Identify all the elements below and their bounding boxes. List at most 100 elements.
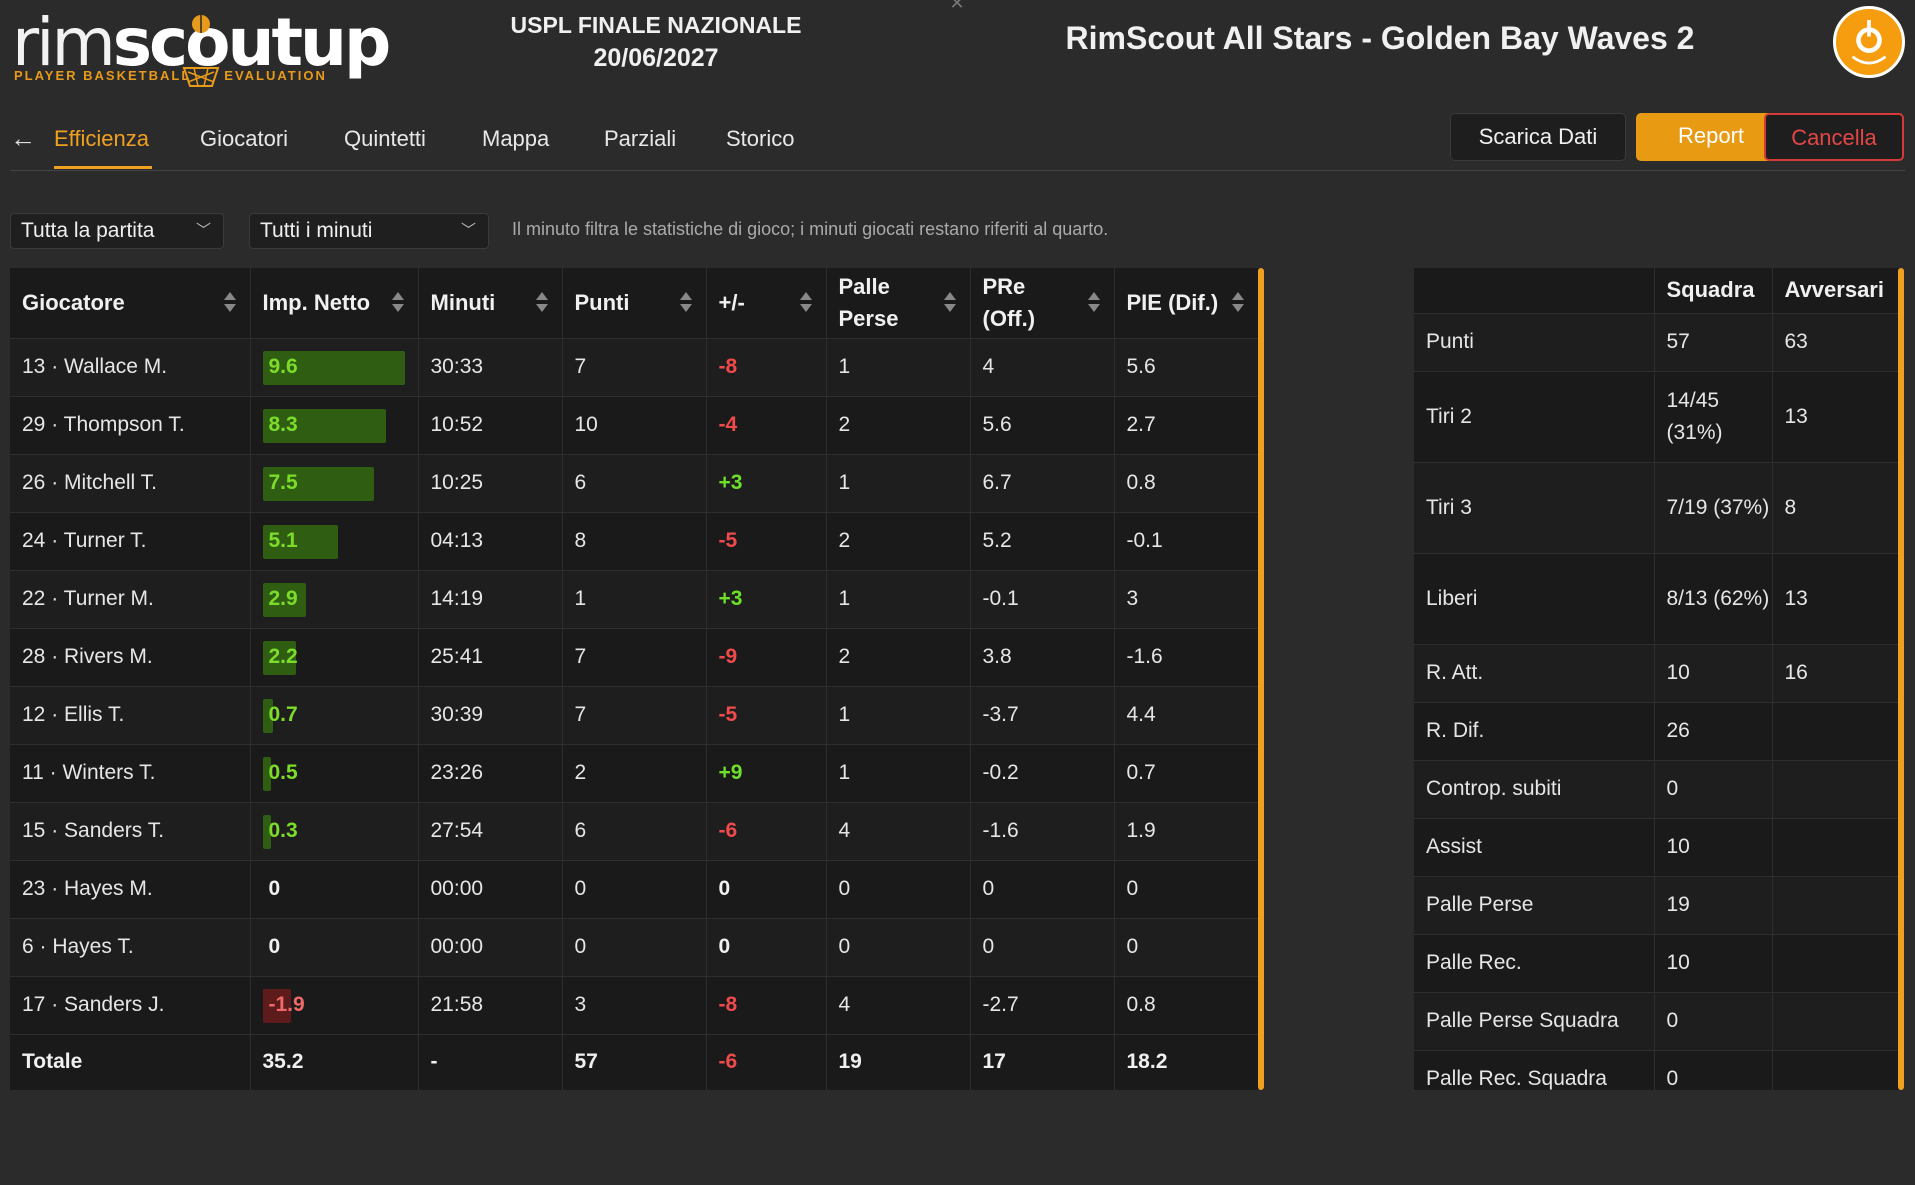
table-row[interactable]: 11 · Winters T. 0.5 23:26 2 +9 1 -0.2 0.7 (10, 744, 1259, 803)
imp-netto-cell: 2.9 (250, 570, 419, 629)
minutes: 25:41 (418, 628, 563, 687)
pre-off: 3.8 (970, 628, 1115, 687)
report-button[interactable]: Report (1636, 113, 1786, 161)
table-row[interactable]: 17 · Sanders J. -1.9 21:58 3 -8 4 -2.7 0.8 (10, 976, 1259, 1035)
turnovers: 2 (826, 628, 971, 687)
team-stats-header-squadra: Squadra (1654, 268, 1773, 314)
imp-netto-cell: 5.1 (250, 512, 419, 571)
match-title: RimScout All Stars - Golden Bay Waves 2 (1065, 20, 1695, 56)
stat-label: Palle Perse Squadra (1414, 992, 1655, 1051)
col-header-pre-off[interactable]: PRe (Off.) (970, 268, 1115, 339)
team-stats-row: Palle Perse 19 (1414, 876, 1900, 935)
plus-minus: -6 (706, 802, 827, 861)
team-stats-header-avversari: Avversari (1772, 268, 1900, 314)
sort-icon (1087, 292, 1100, 314)
pre-off: 4 (970, 338, 1115, 397)
col-header-label: Imp. Netto (262, 289, 371, 315)
table-row[interactable]: 6 · Hayes T. 0 00:00 0 0 0 0 0 (10, 918, 1259, 977)
table-scrollbar[interactable] (1258, 268, 1264, 1090)
team-stats-row: Liberi 8/13 (62%) 13 (1414, 553, 1900, 645)
col-header-plus-minus[interactable]: +/- (706, 268, 827, 339)
stat-label: Palle Rec. Squadra (1414, 1050, 1655, 1090)
cancel-button[interactable]: Cancella (1764, 113, 1904, 161)
total-pts: 57 (562, 1034, 707, 1090)
table-row[interactable]: 13 · Wallace M. 9.6 30:33 7 -8 1 4 5.6 (10, 338, 1259, 397)
minutes: 30:39 (418, 686, 563, 745)
col-header-palle-perse[interactable]: Palle Perse (826, 268, 971, 339)
minutes-select[interactable]: Tutti i minuti ﹀ (249, 213, 489, 249)
turnovers: 1 (826, 686, 971, 745)
tab-mappa[interactable]: Mappa (482, 126, 550, 151)
col-header-imp-netto[interactable]: Imp. Netto (250, 268, 419, 339)
minutes: 27:54 (418, 802, 563, 861)
chevron-down-icon: ﹀ (195, 222, 211, 239)
turnovers: 2 (826, 396, 971, 455)
table-row[interactable]: 15 · Sanders T. 0.3 27:54 6 -6 4 -1.6 1.9 (10, 802, 1259, 861)
col-header-label: +/- (718, 289, 745, 315)
player-name: 6 · Hayes T. (10, 918, 251, 977)
pie-dif: 0.7 (1114, 744, 1259, 803)
download-data-button[interactable]: Scarica Dati (1450, 113, 1626, 161)
player-name: 28 · Rivers M. (10, 628, 251, 687)
imp-netto-bar (262, 756, 271, 791)
points: 8 (562, 512, 707, 571)
col-header-punti[interactable]: Punti (562, 268, 707, 339)
player-name: 23 · Hayes M. (10, 860, 251, 919)
table-row[interactable]: 23 · Hayes M. 0 00:00 0 0 0 0 0 (10, 860, 1259, 919)
imp-netto-value: 9.6 (268, 355, 298, 378)
col-header-pie-dif[interactable]: PIE (Dif.) (1114, 268, 1259, 339)
filter-note: Il minuto filtra le statistiche di gioco… (512, 219, 1109, 239)
opponent-value (1772, 760, 1900, 819)
period-select[interactable]: Tutta la partita ﹀ (10, 213, 224, 249)
col-header-minuti[interactable]: Minuti (418, 268, 563, 339)
back-arrow-icon[interactable]: ← (10, 123, 36, 153)
imp-netto-cell: 8.3 (250, 396, 419, 455)
table-row[interactable]: 26 · Mitchell T. 7.5 10:25 6 +3 1 6.7 0.8 (10, 454, 1259, 513)
tab-storico[interactable]: Storico (726, 126, 795, 151)
pre-off: 0 (970, 860, 1115, 919)
sort-icon (535, 292, 548, 314)
table-row[interactable]: 22 · Turner M. 2.9 14:19 1 +3 1 -0.1 3 (10, 570, 1259, 629)
imp-netto-value: 5.1 (268, 529, 298, 552)
turnovers: 4 (826, 802, 971, 861)
sort-icon (391, 292, 404, 314)
plus-minus: +3 (706, 570, 827, 629)
opponent-value: 63 (1772, 313, 1900, 372)
imp-netto-value: -1.9 (268, 993, 305, 1016)
pie-dif: 0 (1114, 918, 1259, 977)
team-value: 19 (1654, 876, 1773, 935)
user-avatar-icon[interactable] (1833, 6, 1905, 78)
stat-label: R. Dif. (1414, 702, 1655, 761)
close-icon[interactable]: ✕ (949, 0, 965, 13)
points: 1 (562, 570, 707, 629)
opponent-value (1772, 702, 1900, 761)
imp-netto-cell: 9.6 (250, 338, 419, 397)
pre-off: -1.6 (970, 802, 1115, 861)
tab-parziali[interactable]: Parziali (604, 126, 677, 151)
table-row[interactable]: 12 · Ellis T. 0.7 30:39 7 -5 1 -3.7 4.4 (10, 686, 1259, 745)
event-info: USPL FINALE NAZIONALE 20/06/2027 (500, 10, 812, 76)
tab-quintetti[interactable]: Quintetti (344, 126, 426, 151)
nav-divider (10, 170, 1905, 171)
team-stats-row: Palle Perse Squadra 0 (1414, 992, 1900, 1051)
player-name: 29 · Thompson T. (10, 396, 251, 455)
logo-thin: rim (12, 4, 116, 81)
col-header-giocatore[interactable]: Giocatore (10, 268, 251, 339)
sort-icon (943, 292, 956, 314)
table-row[interactable]: 24 · Turner T. 5.1 04:13 8 -5 2 5.2 -0.1 (10, 512, 1259, 571)
team-stats-scrollbar[interactable] (1898, 268, 1904, 1090)
turnovers: 1 (826, 570, 971, 629)
tab-efficienza[interactable]: Efficienza (54, 126, 149, 151)
team-stats-container: Squadra Avversari Punti 57 63 Tiri 2 14/45 (… (1414, 268, 1900, 1090)
app-header: rimscoutup PLAYER BASKETBALL EVALUATION … (0, 0, 1915, 100)
table-row[interactable]: 28 · Rivers M. 2.2 25:41 7 -9 2 3.8 -1.6 (10, 628, 1259, 687)
imp-netto-cell: 0.3 (250, 802, 419, 861)
stat-label: Assist (1414, 818, 1655, 877)
table-row[interactable]: 29 · Thompson T. 8.3 10:52 10 -4 2 5.6 2.7 (10, 396, 1259, 455)
minutes: 00:00 (418, 860, 563, 919)
stat-label: Controp. subiti (1414, 760, 1655, 819)
team-value: 57 (1654, 313, 1773, 372)
opponent-value: 16 (1772, 644, 1900, 703)
tab-giocatori[interactable]: Giocatori (200, 126, 289, 151)
app-logo[interactable]: rimscoutup PLAYER BASKETBALL EVALUATION (12, 4, 391, 87)
